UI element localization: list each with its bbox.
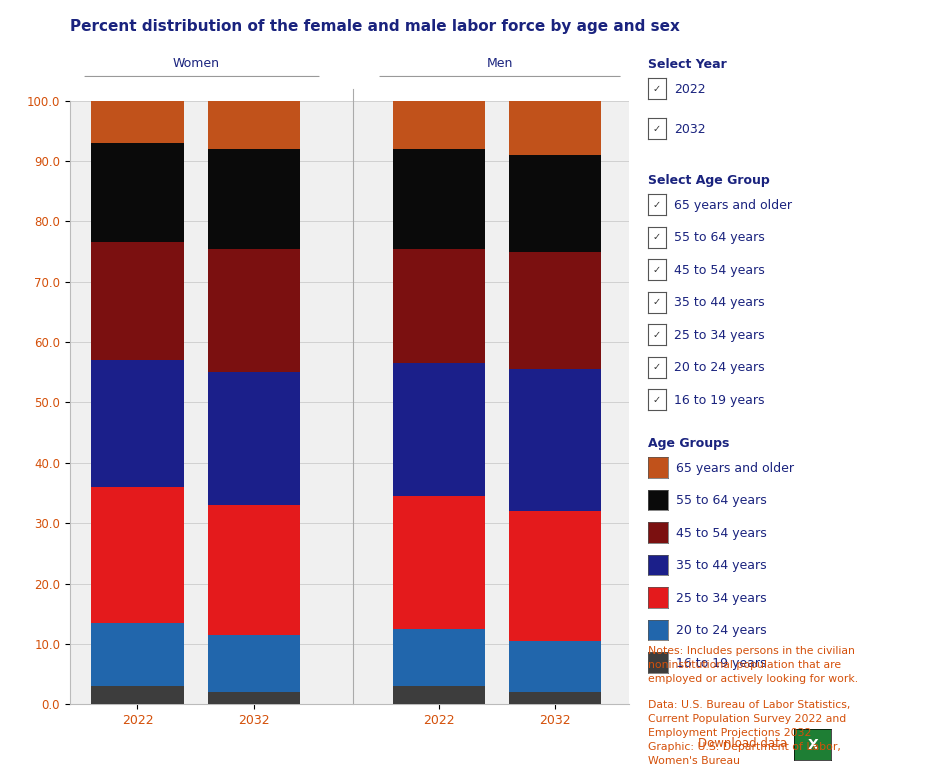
Text: ✓: ✓ [653,395,661,405]
Text: 45 to 54 years: 45 to 54 years [674,264,764,276]
Bar [509,692,601,704]
Text: 25 to 34 years: 25 to 34 years [674,329,764,341]
Bar [208,248,300,372]
Bar [208,149,300,248]
Bar [208,635,300,692]
Text: Data: U.S. Bureau of Labor Statistics,
Current Population Survey 2022 and
Employ: Data: U.S. Bureau of Labor Statistics, C… [648,700,850,766]
Bar [509,252,601,369]
Bar [509,369,601,511]
Text: Select Age Group: Select Age Group [648,174,770,187]
Bar [392,687,485,704]
Text: 45 to 54 years: 45 to 54 years [676,527,766,539]
Text: 20 to 24 years: 20 to 24 years [674,361,764,374]
Text: ✓: ✓ [653,124,661,134]
Text: 20 to 24 years: 20 to 24 years [676,625,766,637]
Text: 16 to 19 years: 16 to 19 years [676,657,766,670]
Bar [208,692,300,704]
Bar [509,641,601,692]
Bar [91,101,184,143]
Text: 55 to 64 years: 55 to 64 years [676,495,766,507]
Text: ✓: ✓ [653,265,661,275]
Text: Women: Women [172,57,219,70]
Bar [392,496,485,628]
Text: Age Groups: Age Groups [648,437,729,450]
Text: 16 to 19 years: 16 to 19 years [674,394,764,406]
Bar [91,143,184,242]
Text: ✓: ✓ [653,200,661,210]
Bar [392,149,485,248]
Text: ✓: ✓ [653,362,661,372]
Bar [392,363,485,496]
Text: X: X [807,738,818,752]
Text: ✓: ✓ [653,297,661,307]
Bar [392,101,485,149]
Bar [91,623,184,687]
Bar [509,101,601,155]
Bar [392,628,485,687]
Text: Men: Men [487,57,514,70]
Bar [91,360,184,487]
Text: 35 to 44 years: 35 to 44 years [676,560,766,572]
Text: 55 to 64 years: 55 to 64 years [674,231,764,244]
Text: ✓: ✓ [653,232,661,242]
Text: ✓: ✓ [653,330,661,340]
Bar [91,242,184,360]
Text: Percent distribution of the female and male labor force by age and sex: Percent distribution of the female and m… [70,19,679,34]
Bar [91,687,184,704]
Bar [509,511,601,641]
Text: 65 years and older: 65 years and older [676,462,794,474]
Bar [509,155,601,252]
Bar [208,505,300,635]
Text: 2022: 2022 [674,83,706,95]
Text: ✓: ✓ [653,84,661,94]
Text: 35 to 44 years: 35 to 44 years [674,296,764,309]
Text: 2032: 2032 [674,123,706,135]
Text: 25 to 34 years: 25 to 34 years [676,592,766,604]
Bar [392,248,485,363]
Text: Download data: Download data [698,737,788,749]
Bar [208,101,300,149]
Text: Select Year: Select Year [648,58,726,71]
Text: 65 years and older: 65 years and older [674,199,792,211]
Text: Notes: Includes persons in the civilian
noninstitutional population that are
emp: Notes: Includes persons in the civilian … [648,646,857,684]
Bar [91,487,184,623]
Bar [208,372,300,505]
